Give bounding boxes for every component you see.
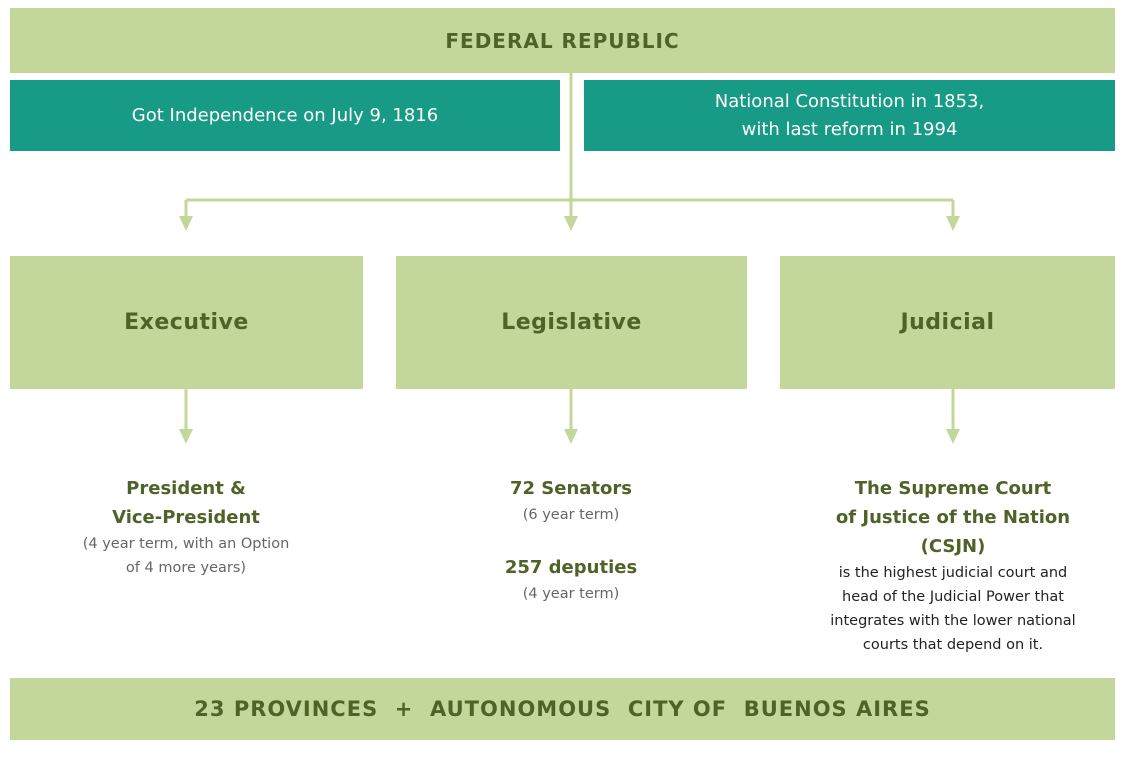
header: FEDERAL REPUBLIC — [10, 8, 1115, 73]
detail-note: (4 year term) — [522, 586, 620, 602]
detail-title: of Justice of the Nation — [835, 507, 1071, 528]
detail-group: 257 deputies (4 year term) — [401, 553, 741, 606]
detail-note: of 4 more years) — [125, 560, 247, 576]
fact-line: Got Independence on July 9, 1816 — [131, 104, 439, 126]
fact-box: Got Independence on July 9, 1816 — [10, 80, 560, 151]
fact-line: with last reform in 1994 — [741, 118, 958, 140]
detail-group: President & Vice-President (4 year term, w… — [16, 474, 356, 580]
detail-group: The Supreme Court of Justice of the Natio… — [783, 474, 1123, 657]
detail-title: 257 deputies — [504, 557, 638, 578]
fact-line: National Constitution in 1853, — [714, 90, 985, 112]
detail-group: 72 Senators (6 year term) — [401, 474, 741, 527]
branch-box: Legislative — [396, 256, 747, 389]
branch-box: Judicial — [780, 256, 1115, 389]
detail-note: (6 year term) — [522, 507, 620, 523]
detail-title: (CSJN) — [920, 536, 986, 557]
detail-title: President & — [126, 478, 246, 499]
detail-note: head of the Judicial Power that — [842, 589, 1064, 605]
fact-box: National Constitution in 1853, with last … — [584, 80, 1115, 151]
detail-note: courts that depend on it. — [862, 637, 1044, 653]
detail-title: Vice-President — [112, 507, 260, 528]
branch-details: The Supreme Court of Justice of the Natio… — [783, 474, 1123, 657]
detail-title: 72 Senators — [509, 478, 632, 499]
branch-details: President & Vice-President (4 year term, w… — [16, 474, 356, 580]
detail-title: The Supreme Court — [854, 478, 1052, 499]
footer: 23 PROVINCES + AUTONOMOUS CITY OF BUENOS… — [10, 678, 1115, 740]
detail-note: is the highest judicial court and — [838, 565, 1068, 581]
branch-box: Executive — [10, 256, 363, 389]
branch-details: 72 Senators (6 year term) 257 deputies (4 y… — [401, 474, 741, 606]
detail-note: integrates with the lower national — [830, 613, 1076, 629]
detail-note: (4 year term, with an Option — [82, 536, 290, 552]
